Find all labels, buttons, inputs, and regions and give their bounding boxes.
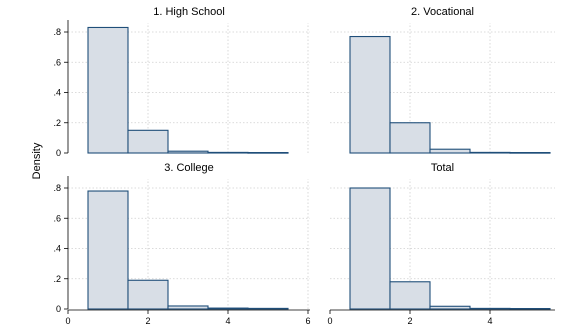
histogram-bar — [167, 150, 209, 154]
histogram-bar — [349, 187, 391, 310]
y-tick-label: .6 — [53, 57, 61, 67]
histogram-bar — [127, 279, 169, 310]
y-tick-label: .6 — [53, 213, 61, 223]
histogram-bar — [389, 122, 431, 154]
y-tick-label: 0 — [56, 148, 61, 158]
histogram-bar — [429, 305, 471, 310]
x-tick-label: 0 — [327, 316, 332, 326]
y-tick-label: .4 — [53, 88, 61, 98]
histogram-bar — [87, 26, 129, 154]
histogram-bar — [509, 307, 551, 310]
histogram-bar — [127, 129, 169, 154]
x-tick-label: 2 — [145, 316, 150, 326]
y-tick-label: .2 — [53, 118, 61, 128]
histogram-bar — [207, 151, 249, 154]
histogram-bar — [429, 148, 471, 154]
panel-title: 1. High School — [153, 6, 225, 18]
y-tick-label: 0 — [56, 304, 61, 314]
histogram-bar — [207, 307, 249, 310]
x-tick-label: 4 — [487, 316, 492, 326]
histogram-bar — [469, 151, 511, 154]
panel-title: 2. Vocational — [411, 6, 474, 18]
y-tick-label: .8 — [53, 27, 61, 37]
panel-title: Total — [431, 162, 454, 174]
x-tick-label: 4 — [225, 316, 230, 326]
histogram-bar — [247, 151, 289, 154]
histogram-bar — [349, 35, 391, 154]
histogram-bar — [509, 151, 551, 154]
y-axis-title: Density — [31, 142, 43, 179]
histogram-bar — [469, 307, 511, 310]
histogram-bar — [87, 190, 129, 310]
y-tick-label: .4 — [53, 244, 61, 254]
histogram-bar — [389, 281, 431, 310]
y-tick-label: .8 — [53, 183, 61, 193]
histogram-bar — [247, 307, 289, 310]
x-tick-label: 6 — [305, 316, 310, 326]
y-tick-label: .2 — [53, 274, 61, 284]
histogram-bar — [167, 305, 209, 310]
x-tick-label: 2 — [407, 316, 412, 326]
x-tick-label: 0 — [65, 316, 70, 326]
panel-title: 3. College — [164, 162, 214, 174]
